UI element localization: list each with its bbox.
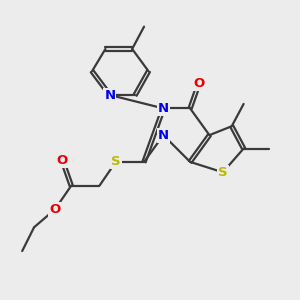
- Text: O: O: [49, 203, 61, 216]
- Text: N: N: [158, 129, 169, 142]
- Text: N: N: [104, 88, 116, 101]
- Text: N: N: [158, 102, 169, 115]
- Text: S: S: [111, 155, 121, 168]
- Text: O: O: [194, 76, 205, 90]
- Text: S: S: [218, 166, 228, 179]
- Text: O: O: [57, 154, 68, 167]
